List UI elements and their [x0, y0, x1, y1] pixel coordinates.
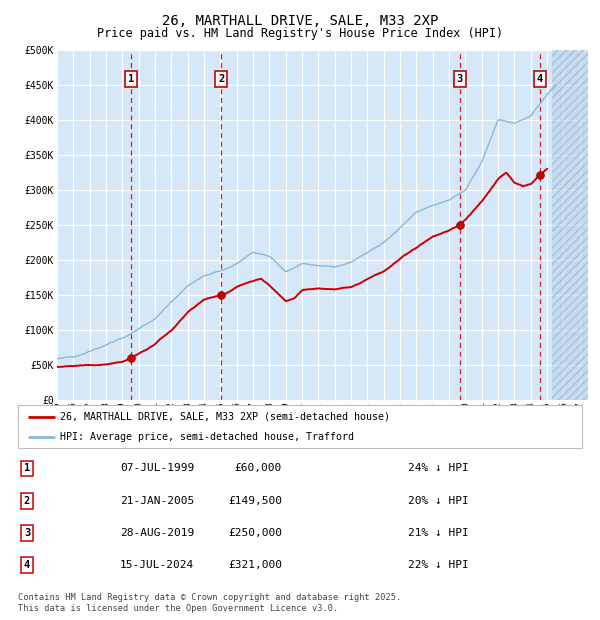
Text: 15-JUL-2024: 15-JUL-2024 — [120, 560, 194, 570]
Text: 07-JUL-1999: 07-JUL-1999 — [120, 464, 194, 474]
Text: Contains HM Land Registry data © Crown copyright and database right 2025.
This d: Contains HM Land Registry data © Crown c… — [18, 593, 401, 613]
Text: 1: 1 — [128, 74, 134, 84]
Text: 3: 3 — [457, 74, 463, 84]
Text: 20% ↓ HPI: 20% ↓ HPI — [408, 496, 469, 506]
Text: HPI: Average price, semi-detached house, Trafford: HPI: Average price, semi-detached house,… — [60, 432, 354, 442]
Text: 2: 2 — [218, 74, 224, 84]
Text: 22% ↓ HPI: 22% ↓ HPI — [408, 560, 469, 570]
Text: £250,000: £250,000 — [228, 528, 282, 538]
Text: 1: 1 — [24, 464, 30, 474]
Text: 26, MARTHALL DRIVE, SALE, M33 2XP: 26, MARTHALL DRIVE, SALE, M33 2XP — [162, 14, 438, 28]
Text: £149,500: £149,500 — [228, 496, 282, 506]
Text: 21% ↓ HPI: 21% ↓ HPI — [408, 528, 469, 538]
Text: 21-JAN-2005: 21-JAN-2005 — [120, 496, 194, 506]
Text: 24% ↓ HPI: 24% ↓ HPI — [408, 464, 469, 474]
Text: 26, MARTHALL DRIVE, SALE, M33 2XP (semi-detached house): 26, MARTHALL DRIVE, SALE, M33 2XP (semi-… — [60, 412, 391, 422]
Bar — [552, 50, 588, 400]
Text: 28-AUG-2019: 28-AUG-2019 — [120, 528, 194, 538]
Text: Price paid vs. HM Land Registry's House Price Index (HPI): Price paid vs. HM Land Registry's House … — [97, 27, 503, 40]
Text: 4: 4 — [536, 74, 543, 84]
Text: 3: 3 — [24, 528, 30, 538]
Text: £321,000: £321,000 — [228, 560, 282, 570]
Text: £60,000: £60,000 — [235, 464, 282, 474]
Text: 4: 4 — [24, 560, 30, 570]
Text: 2: 2 — [24, 496, 30, 506]
